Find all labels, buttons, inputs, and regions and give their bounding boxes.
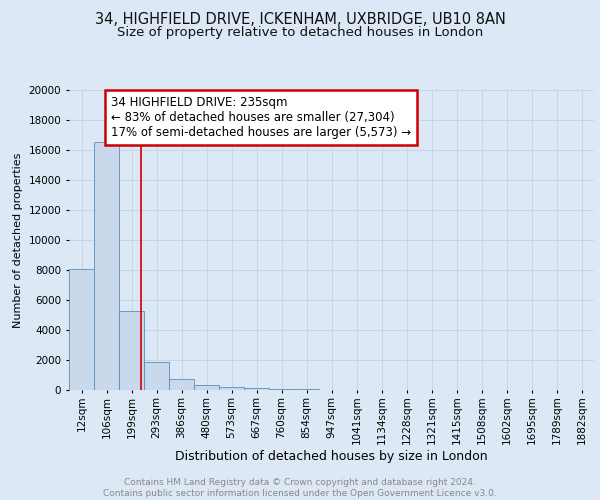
- Bar: [119, 310, 144, 390]
- X-axis label: Distribution of detached houses by size in London: Distribution of detached houses by size …: [175, 450, 488, 463]
- Bar: [69, 268, 94, 390]
- Text: Contains HM Land Registry data © Crown copyright and database right 2024.
Contai: Contains HM Land Registry data © Crown c…: [103, 478, 497, 498]
- Bar: [169, 379, 194, 390]
- Text: Size of property relative to detached houses in London: Size of property relative to detached ho…: [117, 26, 483, 39]
- Bar: [194, 385, 219, 390]
- Bar: [244, 388, 269, 390]
- Y-axis label: Number of detached properties: Number of detached properties: [13, 152, 23, 328]
- Bar: [269, 388, 294, 390]
- Bar: [94, 142, 119, 390]
- Bar: [219, 387, 244, 390]
- Bar: [294, 389, 319, 390]
- Bar: [144, 362, 169, 390]
- Text: 34 HIGHFIELD DRIVE: 235sqm
← 83% of detached houses are smaller (27,304)
17% of : 34 HIGHFIELD DRIVE: 235sqm ← 83% of deta…: [111, 96, 411, 139]
- Text: 34, HIGHFIELD DRIVE, ICKENHAM, UXBRIDGE, UB10 8AN: 34, HIGHFIELD DRIVE, ICKENHAM, UXBRIDGE,…: [95, 12, 505, 28]
